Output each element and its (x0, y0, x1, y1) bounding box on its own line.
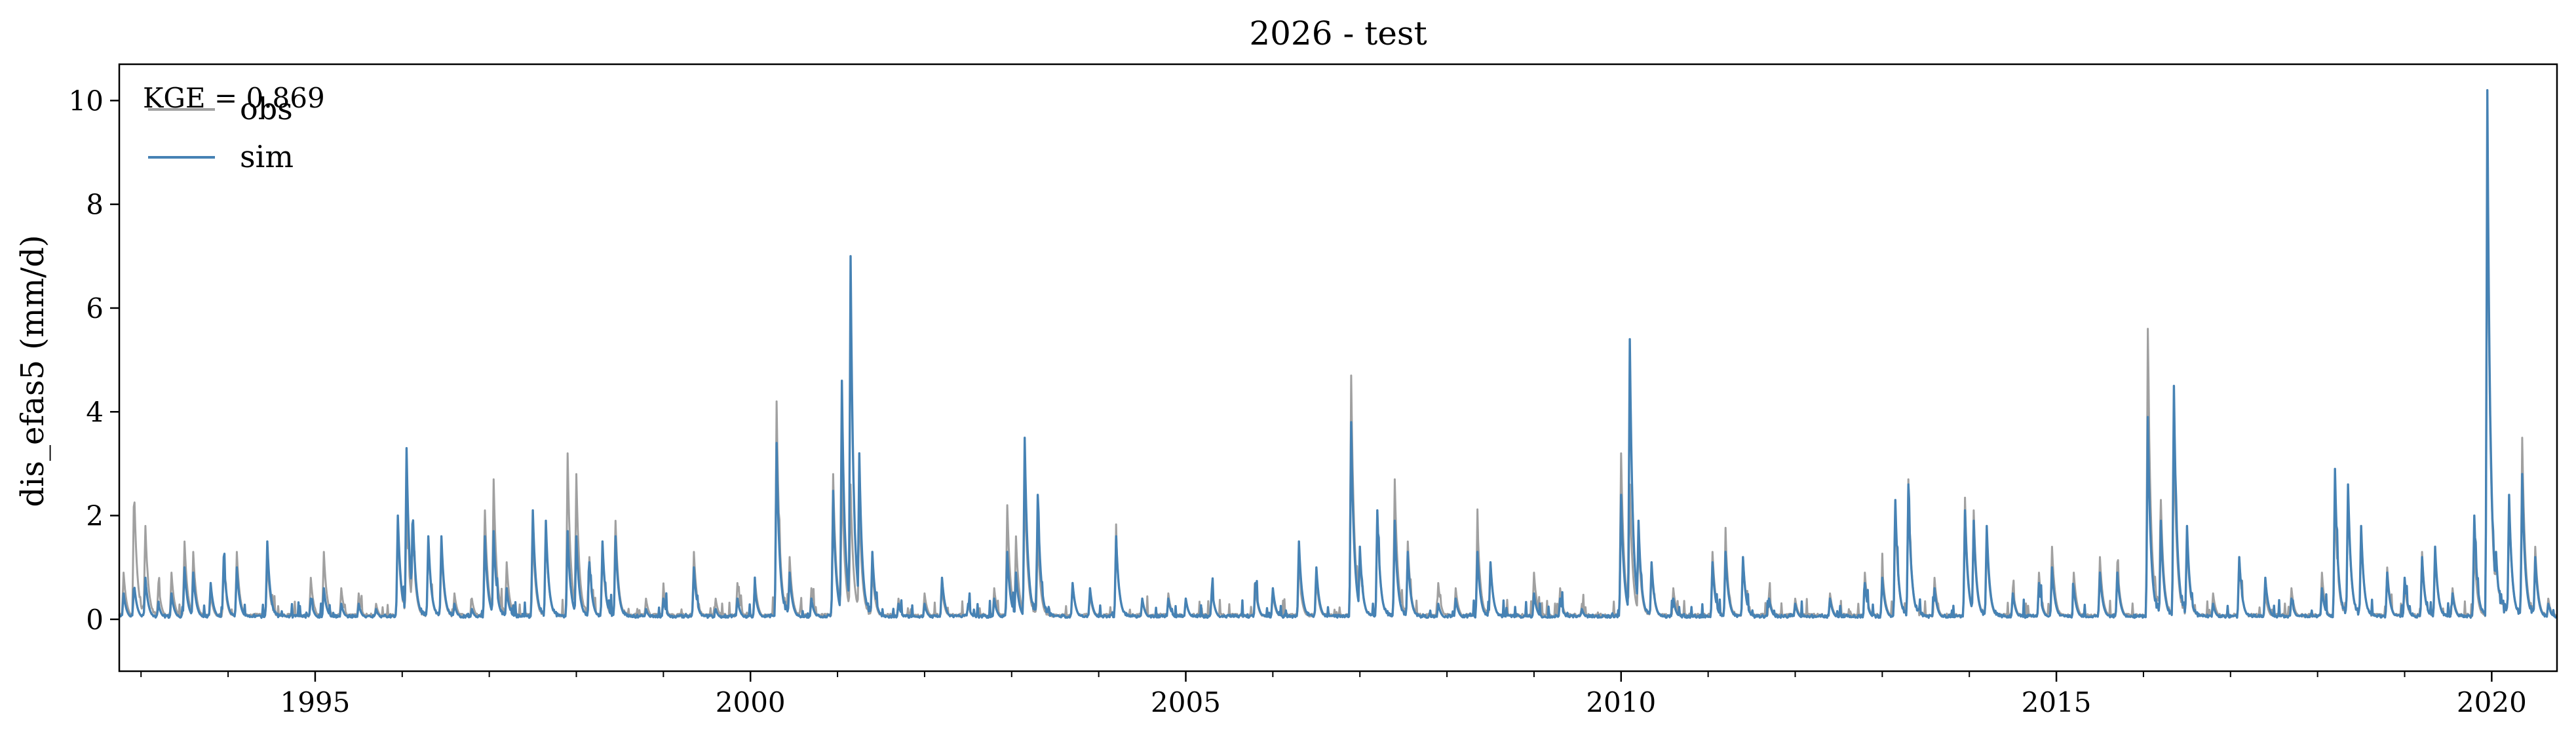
y-axis-label: dis_efas5 (mm/d) (14, 235, 51, 507)
kge-annotation: KGE = 0.869 (143, 82, 325, 114)
legend-label-obs: obs (240, 91, 293, 127)
x-tick-label: 2000 (716, 686, 786, 718)
legend: obs sim (148, 91, 294, 174)
y-tick-label: 2 (86, 500, 104, 532)
axes-frame (118, 63, 2558, 673)
y-tick-label: 0 (86, 604, 104, 636)
y-tick-label: 4 (86, 396, 104, 428)
legend-label-sim: sim (240, 139, 294, 174)
x-tick-label: 1995 (280, 686, 350, 718)
x-tick-label: 2015 (2022, 686, 2092, 718)
chart-title: 2026 - test (1249, 14, 1427, 52)
series-line-sim (118, 88, 2558, 619)
series-layer (118, 88, 2558, 619)
x-tick-label: 2010 (1586, 686, 1656, 718)
y-tick-label: 6 (86, 292, 104, 324)
x-tick-label: 2005 (1151, 686, 1221, 718)
x-tick-label: 2020 (2457, 686, 2527, 718)
y-axis-ticks: 0 2 4 6 8 10 (69, 85, 119, 636)
y-tick-label: 10 (69, 85, 104, 117)
y-tick-label: 8 (86, 189, 104, 221)
plot-area: 0 2 4 6 8 10 1995 2000 2005 2010 2015 2020 (69, 63, 2558, 718)
x-axis-ticks: 1995 2000 2005 2010 2015 2020 (140, 671, 2527, 718)
